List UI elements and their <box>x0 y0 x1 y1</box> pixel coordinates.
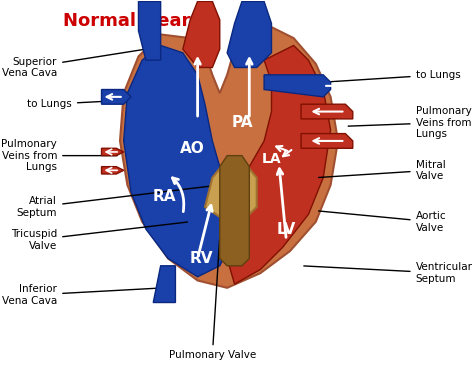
Text: Atrial
Septum: Atrial Septum <box>17 185 217 218</box>
Text: Aortic
Valve: Aortic Valve <box>319 211 446 232</box>
Polygon shape <box>124 46 242 277</box>
Text: LV: LV <box>277 222 296 236</box>
Text: Inferior
Vena Cava: Inferior Vena Cava <box>2 285 162 306</box>
Text: Ventricular
Septum: Ventricular Septum <box>304 262 473 284</box>
Text: Pulmonary
Veins from
Lungs: Pulmonary Veins from Lungs <box>1 139 117 172</box>
Polygon shape <box>205 159 257 222</box>
Polygon shape <box>138 1 161 60</box>
Text: to Lungs: to Lungs <box>27 99 117 109</box>
Polygon shape <box>101 166 124 174</box>
Text: RV: RV <box>190 251 213 266</box>
Text: Normal Heart: Normal Heart <box>63 13 199 30</box>
Polygon shape <box>220 156 249 266</box>
Text: PA: PA <box>231 115 253 130</box>
Polygon shape <box>120 27 338 288</box>
Polygon shape <box>264 75 330 97</box>
Text: LA: LA <box>262 152 281 166</box>
Text: Pulmonary Valve: Pulmonary Valve <box>169 239 256 360</box>
Polygon shape <box>301 104 353 119</box>
Text: AO: AO <box>180 141 204 156</box>
Polygon shape <box>101 90 131 104</box>
Text: to Lungs: to Lungs <box>326 70 460 82</box>
Text: Mitral
Valve: Mitral Valve <box>319 159 446 181</box>
Polygon shape <box>153 266 175 303</box>
Text: Superior
Vena Cava: Superior Vena Cava <box>2 50 143 78</box>
Polygon shape <box>183 1 220 67</box>
Polygon shape <box>101 148 124 156</box>
Polygon shape <box>227 46 330 284</box>
Polygon shape <box>227 1 272 67</box>
Text: RA: RA <box>153 189 176 204</box>
Text: Tricuspid
Valve: Tricuspid Valve <box>11 222 187 251</box>
Text: Pulmonary
Veins from
Lungs: Pulmonary Veins from Lungs <box>348 106 471 139</box>
Polygon shape <box>301 134 353 148</box>
